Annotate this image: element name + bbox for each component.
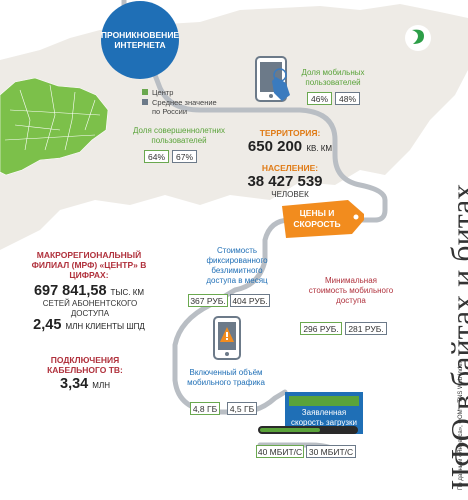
- branch-clients-value: 2,45 МЛН КЛИЕНТЫ ШПД: [14, 317, 164, 333]
- territory-value: 650 200 КВ. КМ: [230, 138, 350, 155]
- side-title: ЦФО в байтах и битах: [444, 183, 468, 490]
- cable-number: 3,34: [60, 376, 89, 392]
- legend-label: Среднее значение по России: [152, 98, 217, 116]
- download-speed-russia-badge: 30 МБИТ/С: [306, 445, 356, 458]
- branch-title: МАКРОРЕГИОНАЛЬНЫЙ ФИЛИАЛ (МРФ) «ЦЕНТР» В…: [31, 250, 147, 281]
- mobile-traffic-center-badge: 4,8 ГБ: [190, 402, 220, 415]
- fixed-price-caption: Стоимость фиксированного безлимитного до…: [206, 246, 268, 285]
- speed-meter-track: [258, 426, 358, 434]
- mobile-traffic-caption: Включенный объём мобильного трафика: [187, 368, 265, 387]
- territory-label: ТЕРРИТОРИЯ:: [259, 128, 321, 138]
- cable-value: 3,34 МЛН: [30, 376, 140, 392]
- cable-unit: МЛН: [92, 381, 110, 390]
- price-tag: ЦЕНЫ И СКОРОСТЬ: [278, 198, 378, 240]
- mobile-users-center-badge: 46%: [307, 92, 332, 105]
- territory-number: 650 200: [247, 138, 303, 155]
- download-speed-bar: [289, 396, 359, 406]
- mobile-traffic-russia-badge: 4,5 ГБ: [227, 402, 257, 415]
- legend-swatch-grey: [142, 99, 148, 105]
- mobile-price-russia-badge: 281 РУБ.: [345, 322, 387, 335]
- adult-users-center-badge: 64%: [144, 150, 169, 163]
- mobile-price-caption: Минимальная стоимость мобильного доступа: [308, 276, 394, 305]
- tablet-touch-icon: [254, 55, 296, 107]
- population-unit: ЧЕЛОВЕК: [271, 190, 309, 199]
- population-label: НАСЕЛЕНИЕ:: [261, 163, 319, 173]
- phone-alert-icon: [212, 315, 244, 363]
- fixed-price-center-badge: 367 РУБ.: [188, 294, 228, 307]
- branch-network-unit: ТЫС. КМ: [110, 288, 145, 297]
- territory-unit: КВ. КМ: [306, 144, 333, 153]
- cable-title: ПОДКЛЮЧЕНИЯ КАБЕЛЬНОГО ТВ:: [47, 355, 123, 376]
- branch-network-number: 697 841,58: [33, 283, 107, 299]
- population-value: 38 427 539: [247, 173, 323, 190]
- download-speed-center-badge: 40 МБИТ/С: [256, 445, 304, 458]
- legend-item-russia: Среднее значение по России: [142, 98, 218, 116]
- legend-item-center: Центр: [142, 88, 173, 97]
- mobile-users-russia-badge: 48%: [335, 92, 360, 105]
- logo-mark: [412, 29, 424, 44]
- central-district: [0, 77, 109, 176]
- price-tag-label: ЦЕНЫ И СКОРОСТЬ: [293, 208, 341, 230]
- fixed-price-russia-badge: 404 РУБ.: [230, 294, 270, 307]
- adult-users-russia-badge: 67%: [172, 150, 197, 163]
- branch-network-caption: СЕТЕЙ АБОНЕНТСКОГО ДОСТУПА: [42, 299, 138, 319]
- legend-label: Центр: [152, 88, 174, 97]
- branch-clients-unit: МЛН КЛИЕНТЫ ШПД: [65, 322, 145, 331]
- branch-clients-number: 2,45: [33, 317, 62, 333]
- mobile-price-center-badge: 296 РУБ.: [300, 322, 342, 335]
- internet-penetration-circle: ПРОНИКНОВЕНИЕ ИНТЕРНЕТА: [101, 1, 179, 79]
- adult-users-caption: Доля совершеннолетних пользователей: [133, 126, 225, 145]
- legend-swatch-green: [142, 89, 148, 95]
- speed-meter-fill: [260, 428, 320, 432]
- mobile-users-caption: Доля мобильных пользователей: [301, 68, 365, 87]
- side-note: По данным «Яндекса», ФОМ и TNS Web Index: [458, 360, 464, 490]
- branch-network-value: 697 841,58 ТЫС. КМ: [14, 283, 164, 299]
- internet-penetration-label: ПРОНИКНОВЕНИЕ ИНТЕРНЕТА: [100, 29, 180, 50]
